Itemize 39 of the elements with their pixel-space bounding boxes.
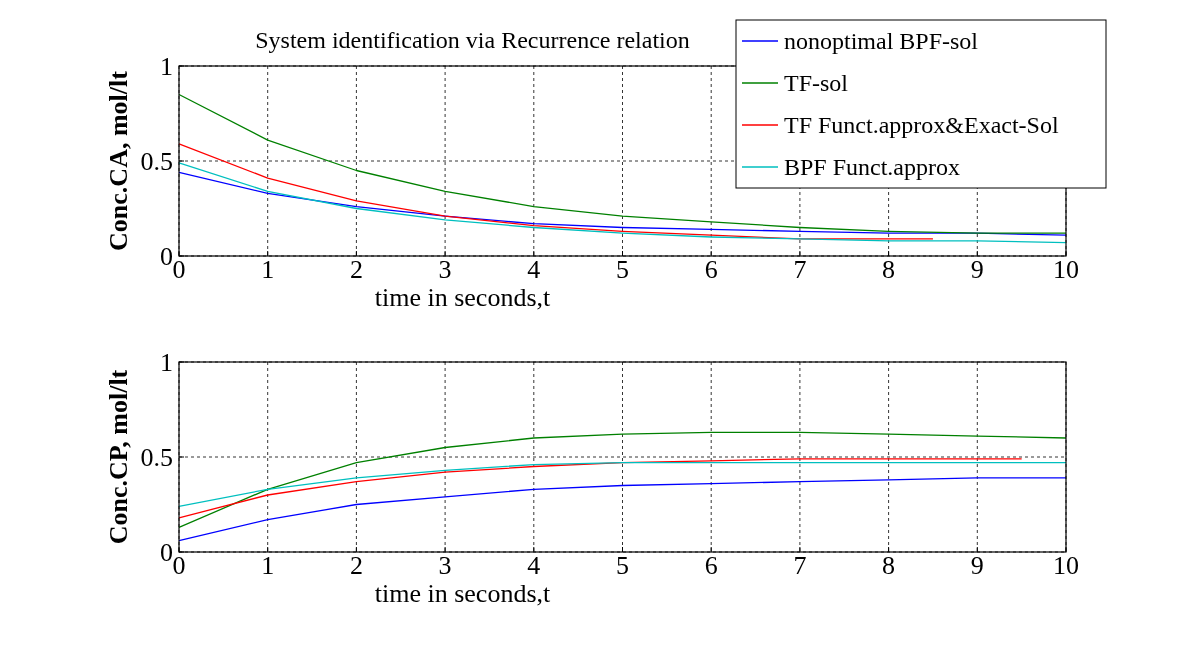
x-tick-label: 3: [438, 255, 452, 284]
x-tick-label: 3: [438, 551, 452, 580]
line-series: [178, 458, 1023, 519]
y-tick-label: 1: [160, 348, 173, 378]
x-tick-label: 6: [704, 551, 718, 580]
x-tick-label: 4: [527, 551, 541, 580]
legend-label: TF-sol: [784, 70, 849, 97]
x-tick-label: 5: [616, 551, 629, 580]
y-axis-title: Conc.CA, mol/lt: [104, 70, 133, 251]
legend-label: TF Funct.approx&Exact-Sol: [784, 112, 1059, 139]
legend-label: BPF Funct.approx: [784, 154, 961, 181]
x-tick-label: 9: [970, 255, 984, 284]
x-tick-label: 5: [616, 255, 629, 284]
x-tick-label: 2: [349, 255, 363, 284]
x-tick-label: 4: [527, 255, 541, 284]
x-tick-label: 2: [349, 551, 363, 580]
line-series: [178, 431, 1067, 528]
x-tick-label: 8: [882, 255, 896, 284]
y-tick-label: 1: [160, 52, 173, 82]
x-tick-label: 8: [882, 551, 896, 580]
line-series: [178, 162, 1067, 244]
x-axis-title: time in seconds,t: [374, 283, 552, 312]
x-tick-label: 6: [704, 255, 718, 284]
x-tick-label: 1: [261, 551, 275, 580]
y-tick-label: 0.5: [140, 443, 173, 473]
line-series: [178, 93, 1067, 234]
y-axis-title: Conc.CP, mol/lt: [104, 369, 133, 545]
x-tick-label: 9: [970, 551, 984, 580]
legend-label: nonoptimal BPF-sol: [784, 28, 979, 55]
x-tick-label: 1: [261, 255, 275, 284]
chart-title: System identification via Recurrence relation: [255, 27, 690, 53]
x-tick-label: 7: [793, 551, 807, 580]
y-tick-label: 0.5: [140, 147, 173, 177]
x-tick-label: 7: [793, 255, 807, 284]
line-series: [178, 462, 1067, 508]
x-tick-label: 10: [1053, 551, 1079, 580]
line-series: [178, 477, 1067, 542]
x-axis-title: time in seconds,t: [374, 579, 552, 608]
x-tick-label: 10: [1053, 255, 1079, 284]
